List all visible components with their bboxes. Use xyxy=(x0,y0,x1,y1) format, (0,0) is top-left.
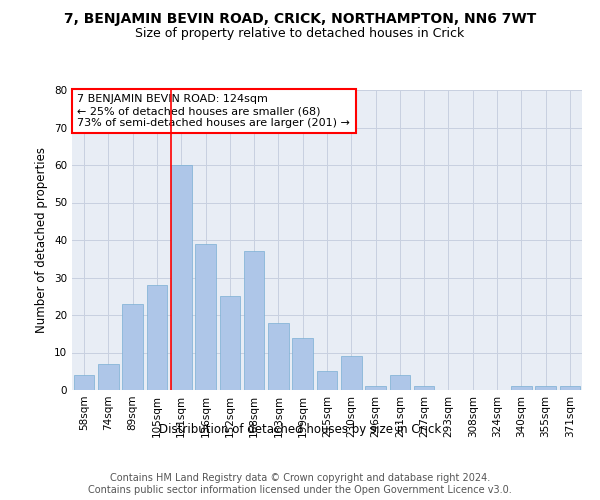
Bar xyxy=(560,386,580,390)
Text: 7 BENJAMIN BEVIN ROAD: 124sqm
← 25% of detached houses are smaller (68)
73% of s: 7 BENJAMIN BEVIN ROAD: 124sqm ← 25% of d… xyxy=(77,94,350,128)
Y-axis label: Number of detached properties: Number of detached properties xyxy=(35,147,49,333)
Bar xyxy=(98,364,119,390)
Bar xyxy=(122,304,143,390)
Bar xyxy=(341,356,362,390)
Text: 7, BENJAMIN BEVIN ROAD, CRICK, NORTHAMPTON, NN6 7WT: 7, BENJAMIN BEVIN ROAD, CRICK, NORTHAMPT… xyxy=(64,12,536,26)
Text: Contains HM Land Registry data © Crown copyright and database right 2024.
Contai: Contains HM Land Registry data © Crown c… xyxy=(88,474,512,495)
Bar xyxy=(365,386,386,390)
Bar xyxy=(146,285,167,390)
Bar xyxy=(268,322,289,390)
Bar xyxy=(511,386,532,390)
Bar xyxy=(74,375,94,390)
Bar xyxy=(389,375,410,390)
Bar xyxy=(535,386,556,390)
Text: Distribution of detached houses by size in Crick: Distribution of detached houses by size … xyxy=(159,422,441,436)
Bar xyxy=(414,386,434,390)
Bar xyxy=(292,338,313,390)
Bar xyxy=(195,244,216,390)
Bar xyxy=(244,251,265,390)
Bar xyxy=(220,296,240,390)
Text: Size of property relative to detached houses in Crick: Size of property relative to detached ho… xyxy=(136,28,464,40)
Bar xyxy=(171,165,191,390)
Bar xyxy=(317,371,337,390)
